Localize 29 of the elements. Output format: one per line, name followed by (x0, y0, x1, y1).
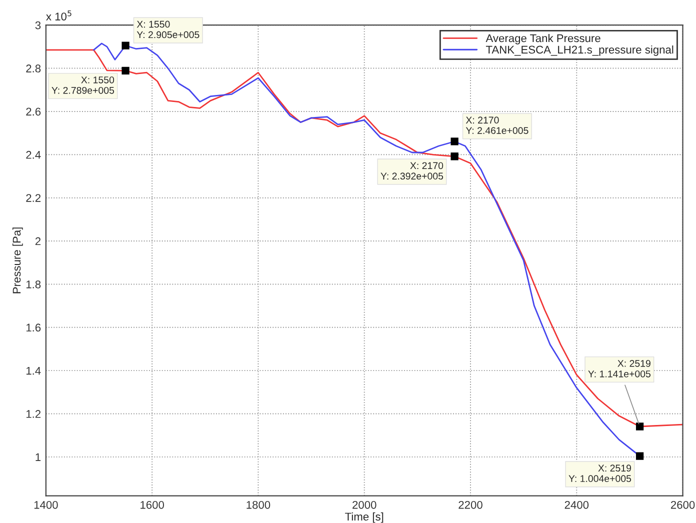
y-tick-label: 1.6 (26, 324, 41, 332)
annotation: X: 2170 Y: 2.461e+005 (466, 116, 528, 134)
x-axis-title: Time [s] (345, 512, 384, 523)
x-tick-label: 1800 (246, 500, 270, 509)
annotation: X: 2519 Y: 1.004e+005 (568, 464, 632, 482)
x-tick-label: 2200 (458, 500, 482, 509)
legend-label: Average Tank Pressure (486, 34, 600, 44)
legend-label: TANK_ESCA_LH21.s_pressure signal (486, 45, 674, 56)
x-tick-label: 2400 (564, 500, 589, 509)
y-tick-label: 2.8 (26, 64, 41, 72)
y-tick-label: 1.4 (26, 366, 41, 375)
text: x 10$^{5}$ (46, 10, 72, 20)
y-tick-label: 1 (36, 453, 41, 461)
y-tick-label: 1.8 (26, 280, 41, 288)
x-tick-label: 2600 (670, 500, 695, 509)
y-tick-label: 2.2 (26, 194, 41, 202)
y-tick-label: 1.2 (26, 410, 41, 418)
annotation: X: 1550 Y: 2.905e+005 (136, 20, 200, 38)
annotation: X: 2519 Y: 1.141e+005 (588, 360, 650, 378)
y-tick-label: 2.6 (26, 108, 41, 116)
y-tick-label: 2.4 (26, 150, 41, 159)
y-axis-title: Pressure [Pa] (12, 228, 23, 294)
annotation: X: 1550 Y: 2.789e+005 (52, 76, 114, 94)
y-tick-label: 3 (35, 21, 41, 30)
y-tick-label: 2 (35, 237, 41, 246)
annotation: X: 2170 Y: 2.392e+005 (380, 162, 444, 180)
x-tick-label: 2000 (352, 500, 376, 509)
x-tick-label: 1400 (34, 500, 58, 509)
x-tick-label: 1600 (140, 500, 164, 509)
